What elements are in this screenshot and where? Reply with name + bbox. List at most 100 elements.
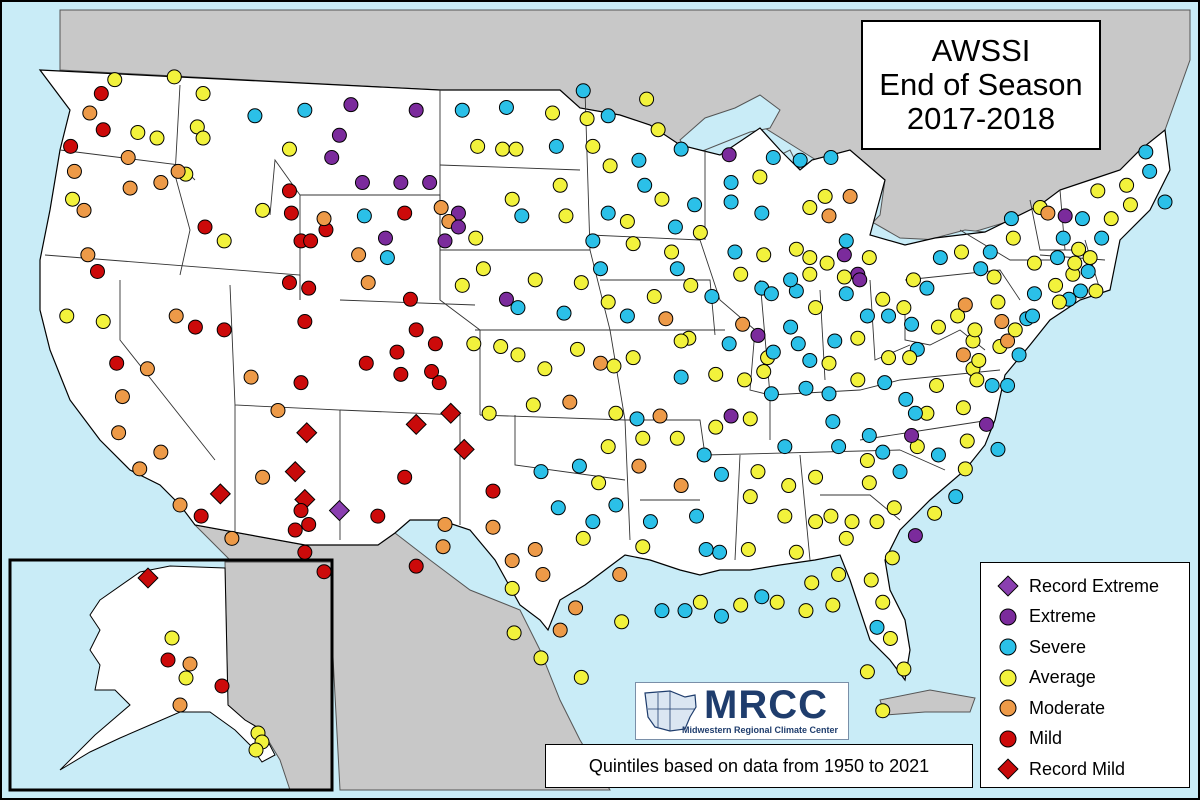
mild-station-marker — [293, 503, 309, 519]
average-station-marker — [788, 241, 804, 257]
severe-station-marker — [869, 619, 885, 635]
extreme-station-marker — [907, 528, 923, 544]
moderate-station-marker — [243, 369, 259, 385]
extreme-station-marker — [450, 219, 466, 235]
severe-station-marker — [723, 175, 739, 191]
average-station-marker — [664, 244, 680, 260]
severe-station-marker — [356, 208, 372, 224]
average-station-marker — [635, 430, 651, 446]
legend-item-moderate: Moderate — [993, 693, 1183, 724]
severe-station-marker — [1142, 163, 1158, 179]
moderate-station-marker — [1000, 333, 1016, 349]
average-station-marker — [650, 122, 666, 138]
severe-station-marker — [765, 150, 781, 165]
severe-station-marker — [297, 102, 313, 118]
severe-station-marker — [723, 194, 739, 210]
extreme-station-marker — [750, 327, 766, 343]
severe-station-marker — [881, 308, 897, 324]
severe-station-marker — [1138, 144, 1154, 160]
moderate-station-marker — [568, 600, 584, 616]
mild-station-marker — [287, 522, 303, 538]
moderate-station-marker — [111, 425, 127, 441]
severe-station-marker — [510, 300, 526, 316]
legend-label: Record Extreme — [1029, 575, 1160, 596]
extreme-station-marker — [978, 416, 994, 432]
severe-station-marker — [948, 489, 964, 505]
average-station-marker — [614, 614, 630, 630]
severe-station-marker — [713, 608, 729, 624]
moderate-station-marker — [485, 519, 501, 535]
moderate-station-marker — [552, 622, 568, 638]
severe-station-marker — [585, 514, 601, 530]
severe-station-marker — [831, 439, 847, 455]
legend-item-severe: Severe — [993, 632, 1183, 663]
severe-station-marker — [673, 369, 689, 385]
legend-item-mild: Mild — [993, 724, 1183, 755]
moderate-station-marker — [351, 247, 367, 263]
average-station-marker — [752, 169, 768, 185]
severe-station-marker — [556, 305, 572, 321]
average-station-marker — [859, 453, 875, 469]
severe-station-marker — [798, 380, 814, 396]
average-station-marker — [107, 72, 123, 88]
severe-station-marker — [514, 208, 530, 224]
moderate-station-marker — [76, 202, 92, 218]
average-station-marker — [130, 124, 146, 140]
extreme-station-marker — [354, 175, 370, 191]
severe-station-marker — [802, 352, 818, 368]
average-station-marker — [821, 355, 837, 371]
average-station-marker — [248, 742, 264, 758]
severe-station-marker — [783, 319, 799, 335]
record-extreme-diamond-marker — [328, 499, 351, 522]
average-station-marker — [929, 377, 945, 393]
average-station-marker — [859, 664, 875, 680]
average-station-marker — [673, 333, 689, 349]
mild-station-marker — [358, 355, 374, 371]
average-station-marker — [1122, 197, 1138, 213]
average-station-marker — [798, 603, 814, 619]
severe-station-marker — [823, 150, 839, 165]
mild-station-marker — [63, 138, 79, 154]
average-station-marker — [608, 405, 624, 421]
severe-station-marker — [875, 444, 891, 460]
record-mild-diamond-marker — [405, 413, 427, 435]
legend-label: Extreme — [1029, 606, 1097, 627]
severe-station-marker — [763, 286, 779, 302]
average-station-marker — [1119, 177, 1135, 193]
average-station-marker — [896, 300, 912, 316]
severe-station-marker — [838, 286, 854, 302]
legend-item-record-mild: Record Mild — [993, 754, 1183, 785]
mild-station-marker — [216, 322, 232, 338]
legend-label: Moderate — [1029, 697, 1106, 718]
mild-station-marker — [389, 344, 405, 360]
record-mild-diamond-marker — [284, 461, 306, 483]
mild-station-marker — [187, 319, 203, 335]
average-station-marker — [606, 358, 622, 374]
average-station-marker — [863, 572, 879, 588]
record-mild-diamond-marker — [137, 567, 159, 589]
moderate-station-marker — [360, 275, 376, 291]
average-station-marker — [1051, 294, 1067, 310]
logo-acronym: MRCC — [704, 683, 828, 727]
average-station-marker — [957, 461, 973, 477]
average-station-marker — [527, 272, 543, 288]
severe-station-marker — [533, 464, 549, 480]
extreme-station-marker — [324, 150, 340, 165]
mild-station-marker — [214, 678, 230, 694]
average-station-marker — [475, 261, 491, 277]
average-station-marker — [646, 289, 662, 304]
average-station-marker — [1067, 255, 1083, 271]
average-station-marker — [804, 575, 820, 591]
severe-station-marker — [907, 405, 923, 421]
mild-station-marker — [297, 544, 313, 560]
severe-station-marker — [1055, 230, 1071, 246]
moderate-station-marker — [122, 180, 138, 196]
moderate-station-marker — [673, 478, 689, 494]
moderate-station-marker — [172, 497, 188, 513]
severe-station-marker — [677, 603, 693, 619]
average-circle-icon — [993, 667, 1023, 689]
severe-station-marker — [1026, 286, 1042, 302]
legend-label: Average — [1029, 667, 1096, 688]
average-station-marker — [149, 130, 165, 146]
moderate-station-marker — [631, 458, 647, 474]
